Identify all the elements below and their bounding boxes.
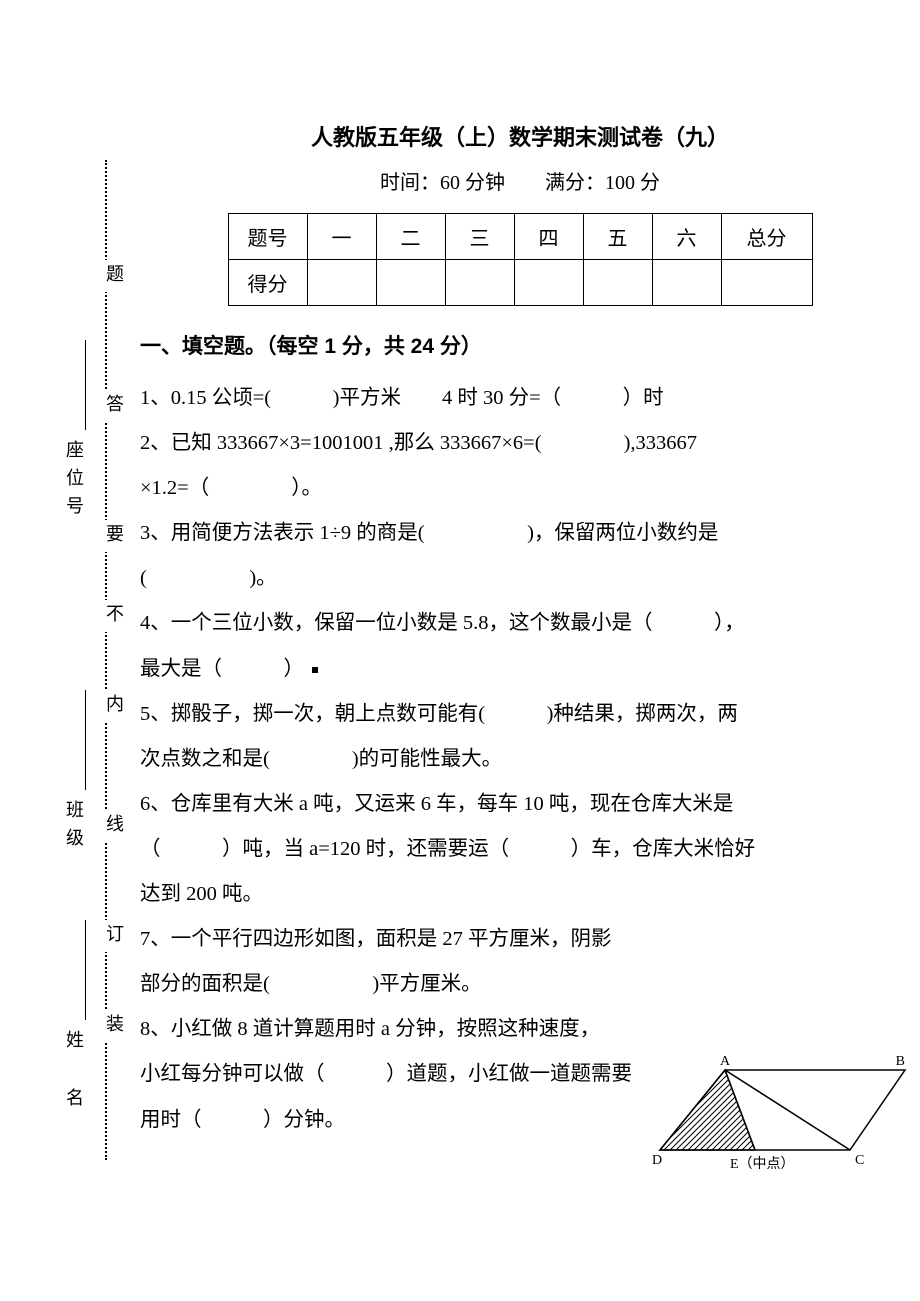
label-e: E（中点）: [730, 1156, 795, 1172]
question-3: 3、用简便方法表示 1÷9 的商是( )，保留两位小数约是: [140, 511, 900, 556]
question-6c: 达到 200 吨。: [140, 872, 900, 917]
question-6b: （ ）吨，当 a=120 时，还需要运（ ）车，仓库大米恰好: [140, 827, 900, 872]
score-cell: [721, 260, 812, 306]
score-header: 总分: [721, 214, 812, 260]
score-header: 五: [583, 214, 652, 260]
warn-text: 线: [101, 810, 127, 842]
question-7b: 部分的面积是( )平方厘米。: [140, 962, 670, 1007]
warn-text: 不: [101, 600, 127, 632]
page: 题 答 要 不 内 线 订 装 座位号 班级 姓 名 人教版五年级（上）数学期末…: [0, 0, 920, 1301]
score-cell: [514, 260, 583, 306]
field-seat-line: [85, 340, 86, 430]
warn-text: 装: [101, 1010, 127, 1042]
score-cell: [583, 260, 652, 306]
score-cell: [307, 260, 376, 306]
warn-text: 答: [101, 390, 127, 422]
label-a: A: [720, 1054, 731, 1069]
label-d: D: [652, 1153, 662, 1168]
warn-text: 内: [101, 690, 127, 722]
question-7a: 7、一个平行四边形如图，面积是 27 平方厘米，阴影: [140, 917, 670, 962]
question-6: 6、仓库里有大米 a 吨，又运来 6 车，每车 10 吨，现在仓库大米是: [140, 782, 900, 827]
section-heading: 一、填空题。（每空 1 分，共 24 分）: [140, 330, 900, 360]
warn-text: 要: [101, 520, 127, 552]
score-header: 四: [514, 214, 583, 260]
score-cell: [376, 260, 445, 306]
doc-title: 人教版五年级（上）数学期末测试卷（九）: [140, 120, 900, 152]
question-5: 5、掷骰子，掷一次，朝上点数可能有( )种结果，掷两次，两: [140, 692, 900, 737]
table-row: 题号 一 二 三 四 五 六 总分: [228, 214, 812, 260]
parallelogram-figure: A B C D E（中点）: [650, 1050, 910, 1190]
score-header: 二: [376, 214, 445, 260]
question-8c: 用时（ ）分钟。: [140, 1098, 670, 1143]
question-8b: 小红每分钟可以做（ ）道题，小红做一道题需要: [140, 1052, 670, 1097]
label-b: B: [896, 1054, 905, 1069]
score-header: 六: [652, 214, 721, 260]
question-4: 4、一个三位小数，保留一位小数是 5.8，这个数最小是（ ），: [140, 601, 900, 646]
question-3b: ( )。: [140, 556, 900, 601]
label-c: C: [855, 1153, 864, 1168]
question-2b: ×1.2=（ ）。: [140, 466, 900, 511]
warn-text: 订: [101, 920, 127, 952]
question-1: 1、0.15 公顷=( )平方米 4 时 30 分=（ ）时: [140, 376, 900, 421]
score-header: 一: [307, 214, 376, 260]
table-row: 得分: [228, 260, 812, 306]
score-cell: [652, 260, 721, 306]
score-header: 三: [445, 214, 514, 260]
field-name: 姓 名: [61, 1030, 87, 1116]
score-table: 题号 一 二 三 四 五 六 总分 得分: [228, 213, 813, 306]
score-row-label: 得分: [228, 260, 307, 306]
center-dot-icon: [309, 664, 321, 676]
field-class: 班级: [61, 800, 87, 856]
binding-column: 题 答 要 不 内 线 订 装 座位号 班级 姓 名: [55, 160, 125, 1160]
doc-subtitle: 时间：60 分钟 满分：100 分: [140, 166, 900, 195]
warn-text: 题: [101, 260, 127, 292]
content-area: 人教版五年级（上）数学期末测试卷（九） 时间：60 分钟 满分：100 分 题号…: [140, 120, 900, 1143]
q4b-text: 最大是（ ）: [140, 658, 304, 680]
question-5b: 次点数之和是( )的可能性最大。: [140, 737, 900, 782]
question-4b: 最大是（ ）: [140, 647, 900, 692]
field-seat: 座位号: [61, 440, 87, 524]
score-cell: [445, 260, 514, 306]
field-name-line: [85, 920, 86, 1020]
field-class-line: [85, 690, 86, 790]
question-8a: 8、小红做 8 道计算题用时 a 分钟，按照这种速度，: [140, 1007, 670, 1052]
question-2: 2、已知 333667×3=1001001 ,那么 333667×6=( ),3…: [140, 421, 900, 466]
score-header: 题号: [228, 214, 307, 260]
